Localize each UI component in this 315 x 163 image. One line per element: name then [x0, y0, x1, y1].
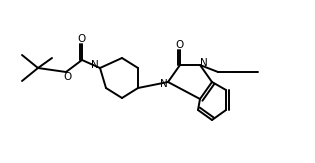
Text: N: N [91, 60, 99, 70]
Text: O: O [64, 72, 72, 82]
Text: N: N [200, 58, 208, 68]
Text: N: N [160, 79, 168, 89]
Text: O: O [78, 34, 86, 44]
Text: O: O [176, 40, 184, 50]
